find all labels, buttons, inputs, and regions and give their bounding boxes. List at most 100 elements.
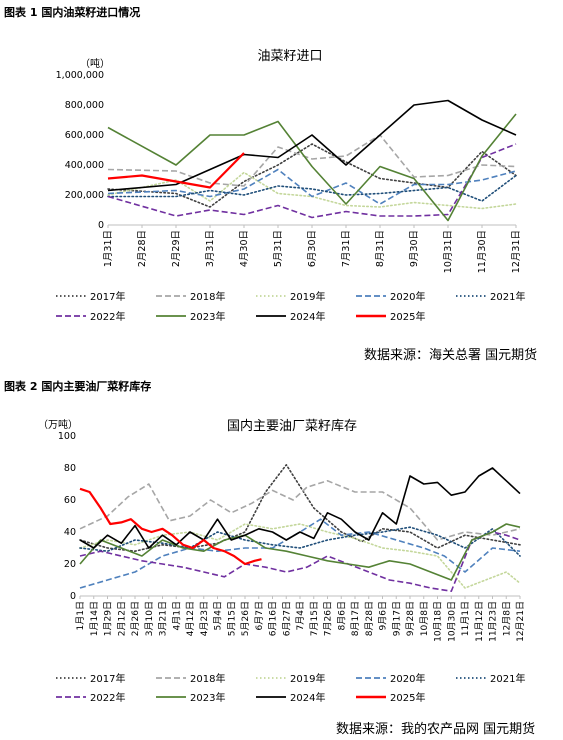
figure-1-label: 图表 1 国内油菜籽进口情况 <box>4 6 141 19</box>
x-tick-label: 7月26日 <box>323 601 334 636</box>
x-tick-label: 12月8日 <box>501 601 512 636</box>
series-line-2025年 <box>79 487 262 566</box>
y-tick-label: 20 <box>64 559 76 570</box>
x-tick-label: 6月30日 <box>307 230 318 267</box>
x-tick-label: 11月30日 <box>477 230 488 273</box>
figure-1-source: 数据来源：海关总署 国元期货 <box>364 348 538 363</box>
x-tick-label: 9月6日 <box>378 601 389 630</box>
x-tick-label: 6月7日 <box>254 601 265 630</box>
legend-label: 2025年 <box>390 691 425 704</box>
y-tick-label: 60 <box>64 495 76 506</box>
x-tick-label: 4月1日 <box>171 601 182 630</box>
x-tick-label: 1月1日 <box>75 601 86 630</box>
x-tick-label: 3月31日 <box>205 230 216 267</box>
x-tick-label: 4月12日 <box>185 601 196 636</box>
y-tick-label: 0 <box>98 220 104 231</box>
legend-label: 2019年 <box>290 290 325 303</box>
series-line-2020年 <box>79 518 521 589</box>
x-tick-label: 3月10日 <box>144 601 155 636</box>
x-tick-label: 2月28日 <box>137 230 148 267</box>
legend-label: 2024年 <box>290 310 325 323</box>
x-tick-label: 12月31日 <box>511 230 522 273</box>
x-tick-label: 7月4日 <box>295 601 306 630</box>
x-tick-label: 10月31日 <box>443 230 454 273</box>
x-tick-label: 5月26日 <box>240 601 251 636</box>
x-tick-label: 7月15日 <box>309 601 320 636</box>
y-tick-label: 80 <box>64 463 76 474</box>
series-line-2018年 <box>79 480 521 541</box>
x-tick-label: 10月8日 <box>419 601 430 636</box>
legend-label: 2022年 <box>90 310 125 323</box>
legend-label: 2018年 <box>190 290 225 303</box>
x-tick-label: 2月29日 <box>171 230 182 267</box>
series-line-2017年 <box>107 143 517 208</box>
series-line-2022年 <box>79 531 521 592</box>
x-tick-label: 12月21日 <box>515 601 526 642</box>
x-tick-label: 5月31日 <box>273 230 284 267</box>
series-line-2018年 <box>107 134 517 187</box>
figure-2-label: 图表 2 国内主要油厂菜籽库存 <box>4 380 152 393</box>
x-tick-label: 8月17日 <box>350 601 361 636</box>
series-line-2022年 <box>107 143 517 219</box>
y-tick-label: 0 <box>70 591 76 602</box>
legend-label: 2025年 <box>390 310 425 323</box>
x-tick-label: 1月29日 <box>103 601 114 636</box>
figure-2-source: 数据来源：我的农产品网 国元期货 <box>336 722 536 737</box>
legend-label: 2022年 <box>90 691 125 704</box>
x-tick-label: 6月27日 <box>281 601 292 636</box>
x-tick-label: 8月6日 <box>336 601 347 630</box>
x-tick-label: 3月21日 <box>158 601 169 636</box>
legend-label: 2018年 <box>190 672 225 685</box>
y-tick-label: 100 <box>58 431 76 442</box>
import-line-chart: 油菜籽进口 （吨） 0 200,000 400,000 600,000 800,000 1,0… <box>56 49 526 323</box>
x-tick-label: 11月1日 <box>460 601 471 636</box>
y-tick-label: 400,000 <box>65 160 104 171</box>
legend-label: 2021年 <box>490 672 525 685</box>
series-line-2023年 <box>79 523 521 581</box>
y-unit-label: （万吨） <box>38 418 78 431</box>
x-tick-label: 7月31日 <box>341 230 352 267</box>
legend-label: 2023年 <box>190 310 225 323</box>
series-line-2021年 <box>107 174 517 202</box>
legend-label: 2017年 <box>90 290 125 303</box>
series-line-2023年 <box>107 113 517 222</box>
x-tick-label: 9月17日 <box>391 601 402 636</box>
x-tick-label: 9月28日 <box>405 601 416 636</box>
legend-label: 2021年 <box>490 290 525 303</box>
x-tick-label: 8月28日 <box>364 601 375 636</box>
y-tick-label: 1,000,000 <box>56 70 104 81</box>
series-line-2017年 <box>79 464 521 552</box>
x-tick-label: 1月14日 <box>89 601 100 636</box>
inventory-line-chart: 国内主要油厂菜籽库存 （万吨） 0 20 40 60 80 100 1月1日 1月14日 1月29日… <box>38 418 526 704</box>
x-tick-label: 10月30日 <box>446 601 457 642</box>
x-tick-label: 8月31日 <box>375 230 386 267</box>
x-tick-label: 6月16日 <box>268 601 279 636</box>
y-tick-label: 600,000 <box>65 130 104 141</box>
legend-label: 2019年 <box>290 672 325 685</box>
legend-label: 2020年 <box>390 672 425 685</box>
legend-label: 2017年 <box>90 672 125 685</box>
x-tick-label: 5月4日 <box>213 601 224 630</box>
x-tick-label: 2月12日 <box>116 601 127 636</box>
x-tick-label: 4月30日 <box>239 230 250 267</box>
x-tick-label: 1月31日 <box>103 230 114 267</box>
x-tick-label: 9月30日 <box>409 230 420 267</box>
x-tick-label: 10月18日 <box>433 601 444 642</box>
chart-title: 国内主要油厂菜籽库存 <box>227 418 357 434</box>
series-line-2019年 <box>107 171 517 210</box>
series-line-2021年 <box>79 526 521 557</box>
x-tick-label: 5月15日 <box>226 601 237 636</box>
legend-label: 2020年 <box>390 290 425 303</box>
series-line-2019年 <box>79 523 521 589</box>
x-tick-label: 11月23日 <box>488 601 499 642</box>
x-tick-label: 11月12日 <box>474 601 485 642</box>
series-line-2025年 <box>107 152 245 189</box>
x-tick-label: 2月26日 <box>130 601 141 636</box>
legend-label: 2024年 <box>290 691 325 704</box>
x-tick-label: 4月23日 <box>199 601 210 636</box>
legend-label: 2023年 <box>190 691 225 704</box>
series-line-2020年 <box>107 168 517 205</box>
y-tick-label: 200,000 <box>65 190 104 201</box>
y-unit-label: （吨） <box>80 57 110 70</box>
series-line-2024年 <box>79 467 521 549</box>
